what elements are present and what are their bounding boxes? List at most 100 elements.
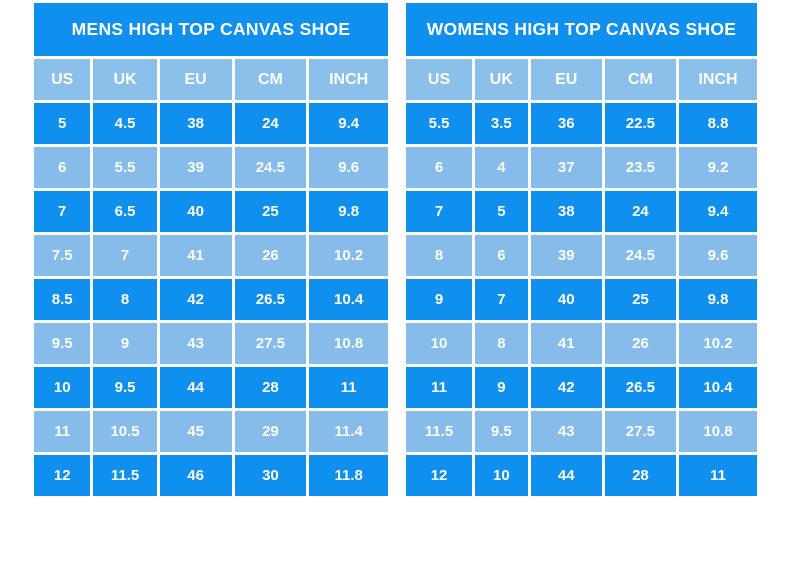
womens-table: WOMENS HIGH TOP CANVAS SHOE US UK EU CM … (403, 0, 760, 499)
size-cell: 5.5 (93, 147, 157, 188)
size-cell: 46 (159, 455, 232, 496)
table-row: 12 11.5 46 30 11.8 (34, 455, 388, 496)
size-cell: 4.5 (93, 103, 157, 144)
size-cell: 27.5 (234, 323, 307, 364)
size-cell: 7 (34, 191, 91, 232)
size-cell: 10.5 (93, 411, 157, 452)
table-row: 6 5.5 39 24.5 9.6 (34, 147, 388, 188)
size-cell: 6 (406, 147, 473, 188)
table-row: 7 5 38 24 9.4 (406, 191, 757, 232)
size-cell: 9.8 (309, 191, 388, 232)
table-title: WOMENS HIGH TOP CANVAS SHOE (406, 3, 757, 56)
table-row: 7 6.5 40 25 9.8 (34, 191, 388, 232)
size-cell: 38 (159, 103, 232, 144)
size-cell: 11 (34, 411, 91, 452)
size-cell: 11.5 (406, 411, 473, 452)
column-header-us: US (34, 59, 91, 100)
size-cell: 10.2 (309, 235, 388, 276)
table-row: 11.5 9.5 43 27.5 10.8 (406, 411, 757, 452)
column-header-cm: CM (234, 59, 307, 100)
size-cell: 9.8 (679, 279, 757, 320)
size-cell: 26 (234, 235, 307, 276)
size-cell: 4 (475, 147, 528, 188)
size-cell: 28 (234, 367, 307, 408)
column-header-uk: UK (475, 59, 528, 100)
size-cell: 9 (93, 323, 157, 364)
size-cell: 29 (234, 411, 307, 452)
size-cell: 43 (530, 411, 602, 452)
size-cell: 27.5 (604, 411, 676, 452)
column-header-eu: EU (530, 59, 602, 100)
table-title: MENS HIGH TOP CANVAS SHOE (34, 3, 388, 56)
column-header-us: US (406, 59, 473, 100)
size-cell: 6 (475, 235, 528, 276)
table-row: 11 10.5 45 29 11.4 (34, 411, 388, 452)
table-row: 5.5 3.5 36 22.5 8.8 (406, 103, 757, 144)
size-cell: 41 (530, 323, 602, 364)
table-row: 7.5 7 41 26 10.2 (34, 235, 388, 276)
size-cell: 7 (475, 279, 528, 320)
mens-table-body: 5 4.5 38 24 9.4 6 5.5 39 24.5 9.6 7 6.5 40 25 9.8 7.5 7 4… (34, 103, 388, 496)
size-cell: 10 (475, 455, 528, 496)
size-charts-container: MENS HIGH TOP CANVAS SHOE US UK EU CM IN… (31, 0, 760, 499)
size-cell: 9.4 (679, 191, 757, 232)
size-cell: 11 (679, 455, 757, 496)
table-row: 10 8 41 26 10.2 (406, 323, 757, 364)
size-cell: 24.5 (234, 147, 307, 188)
womens-size-table: WOMENS HIGH TOP CANVAS SHOE US UK EU CM … (403, 0, 760, 499)
mens-table: MENS HIGH TOP CANVAS SHOE US UK EU CM IN… (31, 0, 391, 499)
size-cell: 11.8 (309, 455, 388, 496)
size-cell: 41 (159, 235, 232, 276)
size-cell: 30 (234, 455, 307, 496)
size-cell: 8 (475, 323, 528, 364)
table-row: 9 7 40 25 9.8 (406, 279, 757, 320)
size-cell: 9.4 (309, 103, 388, 144)
size-cell: 5.5 (406, 103, 473, 144)
size-cell: 11.5 (93, 455, 157, 496)
size-cell: 12 (34, 455, 91, 496)
size-cell: 42 (530, 367, 602, 408)
size-cell: 11.4 (309, 411, 388, 452)
size-cell: 9.6 (309, 147, 388, 188)
size-cell: 26 (604, 323, 676, 364)
column-header-inch: INCH (309, 59, 388, 100)
size-cell: 24 (604, 191, 676, 232)
table-row: 11 9 42 26.5 10.4 (406, 367, 757, 408)
size-cell: 11 (309, 367, 388, 408)
size-cell: 12 (406, 455, 473, 496)
size-cell: 8.5 (34, 279, 91, 320)
table-row: 10 9.5 44 28 11 (34, 367, 388, 408)
size-cell: 9.2 (679, 147, 757, 188)
size-cell: 6.5 (93, 191, 157, 232)
size-cell: 24.5 (604, 235, 676, 276)
size-cell: 36 (530, 103, 602, 144)
size-cell: 8 (406, 235, 473, 276)
size-cell: 44 (530, 455, 602, 496)
mens-size-table: MENS HIGH TOP CANVAS SHOE US UK EU CM IN… (31, 0, 391, 499)
size-cell: 7.5 (34, 235, 91, 276)
size-cell: 28 (604, 455, 676, 496)
column-header-uk: UK (93, 59, 157, 100)
size-cell: 7 (93, 235, 157, 276)
womens-header-row: US UK EU CM INCH (406, 59, 757, 100)
size-cell: 22.5 (604, 103, 676, 144)
size-cell: 24 (234, 103, 307, 144)
womens-title-row: WOMENS HIGH TOP CANVAS SHOE (406, 3, 757, 56)
size-cell: 9.5 (475, 411, 528, 452)
size-cell: 9 (475, 367, 528, 408)
size-cell: 8 (93, 279, 157, 320)
size-cell: 45 (159, 411, 232, 452)
size-cell: 37 (530, 147, 602, 188)
size-cell: 38 (530, 191, 602, 232)
size-cell: 44 (159, 367, 232, 408)
size-cell: 10.8 (679, 411, 757, 452)
size-cell: 39 (530, 235, 602, 276)
size-cell: 23.5 (604, 147, 676, 188)
size-cell: 5 (475, 191, 528, 232)
size-cell: 10 (406, 323, 473, 364)
size-cell: 9 (406, 279, 473, 320)
table-row: 9.5 9 43 27.5 10.8 (34, 323, 388, 364)
size-cell: 6 (34, 147, 91, 188)
mens-title-row: MENS HIGH TOP CANVAS SHOE (34, 3, 388, 56)
